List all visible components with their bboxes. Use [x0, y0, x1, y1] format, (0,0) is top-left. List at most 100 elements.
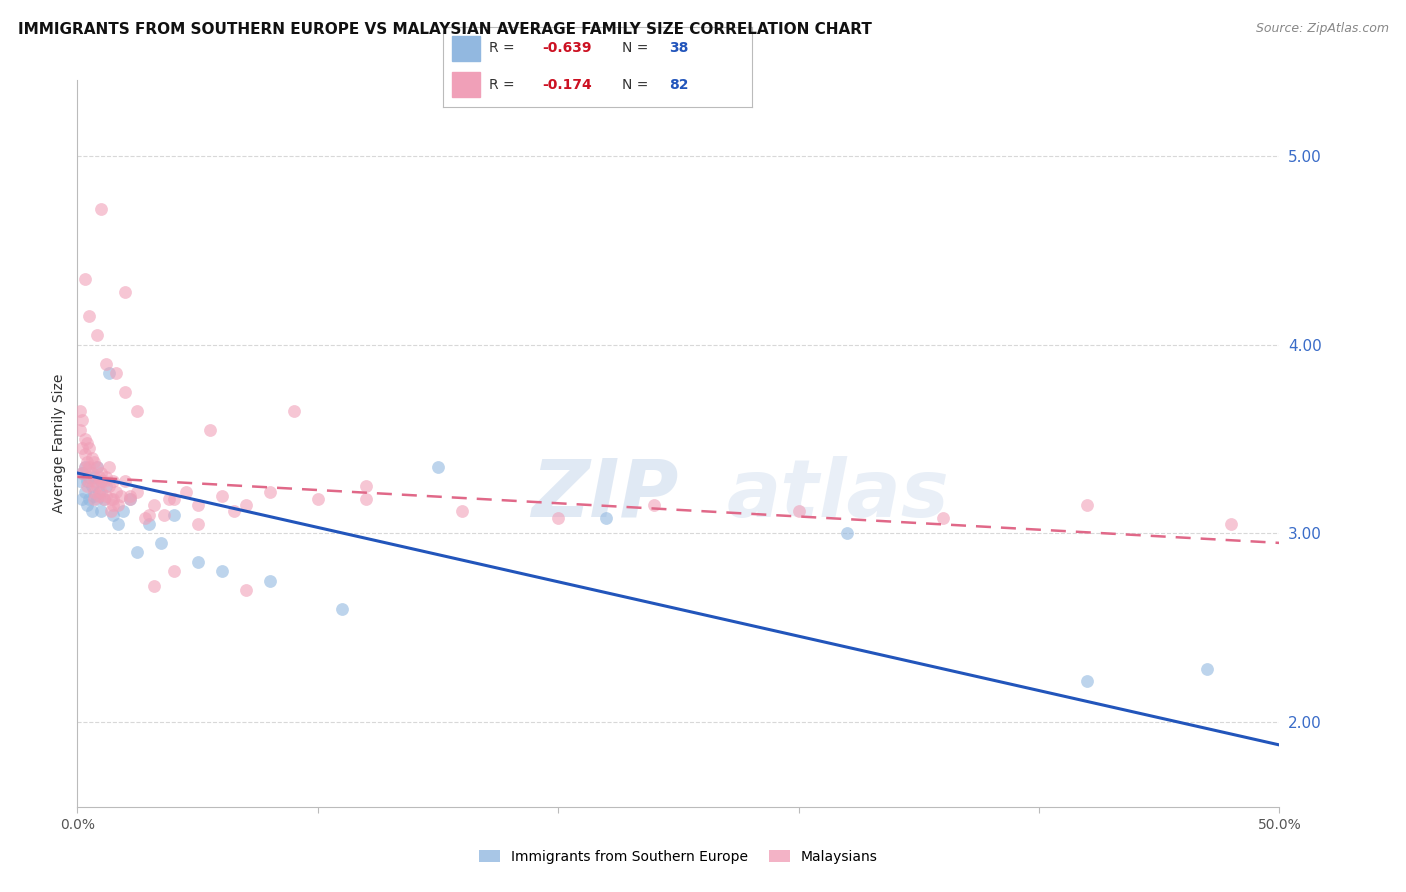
- Point: [100, 504, 122, 518]
- Point: [103, 498, 125, 512]
- Text: -0.639: -0.639: [541, 41, 592, 55]
- Point: [932, 511, 955, 525]
- Y-axis label: Average Family Size: Average Family Size: [52, 374, 66, 514]
- Point: [186, 516, 209, 531]
- Point: [96, 489, 118, 503]
- Point: [107, 516, 129, 531]
- Point: [153, 508, 176, 522]
- Point: [70, 413, 93, 427]
- Point: [595, 511, 617, 525]
- Point: [120, 489, 142, 503]
- Point: [97, 460, 120, 475]
- Point: [162, 564, 184, 578]
- Point: [259, 484, 281, 499]
- FancyBboxPatch shape: [453, 71, 479, 97]
- Point: [73, 271, 96, 285]
- Point: [143, 579, 166, 593]
- Legend: Immigrants from Southern Europe, Malaysians: Immigrants from Southern Europe, Malaysi…: [474, 844, 883, 870]
- Point: [354, 479, 377, 493]
- Point: [83, 470, 105, 484]
- Point: [90, 474, 112, 488]
- Point: [96, 357, 118, 371]
- Point: [83, 492, 105, 507]
- Point: [100, 492, 122, 507]
- Point: [87, 484, 110, 499]
- Point: [162, 492, 184, 507]
- Point: [80, 504, 103, 518]
- FancyBboxPatch shape: [453, 36, 479, 62]
- Point: [211, 489, 233, 503]
- Point: [150, 536, 173, 550]
- Point: [259, 574, 281, 588]
- Point: [835, 526, 858, 541]
- Point: [104, 484, 127, 499]
- Text: IMMIGRANTS FROM SOUTHERN EUROPE VS MALAYSIAN AVERAGE FAMILY SIZE CORRELATION CHA: IMMIGRANTS FROM SOUTHERN EUROPE VS MALAY…: [18, 22, 872, 37]
- Point: [235, 583, 257, 598]
- Point: [643, 498, 665, 512]
- Point: [73, 447, 96, 461]
- Point: [127, 545, 149, 559]
- Point: [90, 504, 112, 518]
- Point: [103, 508, 125, 522]
- Point: [90, 466, 112, 480]
- Point: [76, 435, 98, 450]
- Point: [97, 479, 120, 493]
- Point: [90, 202, 112, 216]
- Text: ZIP: ZIP: [531, 456, 679, 533]
- Point: [79, 460, 101, 475]
- Point: [79, 492, 101, 507]
- Point: [110, 489, 132, 503]
- Point: [79, 470, 101, 484]
- Point: [120, 492, 142, 507]
- Point: [186, 498, 209, 512]
- Point: [70, 492, 93, 507]
- Text: 38: 38: [669, 41, 688, 55]
- Point: [97, 366, 120, 380]
- Point: [451, 504, 474, 518]
- Point: [1076, 498, 1098, 512]
- Point: [211, 564, 233, 578]
- Point: [73, 484, 96, 499]
- Point: [107, 498, 129, 512]
- Point: [86, 460, 108, 475]
- Point: [70, 466, 93, 480]
- Point: [83, 474, 105, 488]
- Text: 82: 82: [669, 78, 688, 92]
- Point: [83, 455, 105, 469]
- Point: [127, 484, 149, 499]
- Point: [1197, 662, 1219, 676]
- Text: -0.174: -0.174: [541, 78, 592, 92]
- Point: [76, 498, 98, 512]
- Point: [76, 479, 98, 493]
- Point: [138, 516, 160, 531]
- Point: [87, 470, 110, 484]
- Point: [111, 504, 134, 518]
- Point: [76, 455, 98, 469]
- Point: [86, 460, 108, 475]
- Point: [330, 602, 353, 616]
- Point: [79, 310, 101, 324]
- Point: [307, 492, 329, 507]
- Point: [69, 423, 91, 437]
- Point: [73, 432, 96, 446]
- Point: [198, 423, 221, 437]
- Point: [90, 474, 112, 488]
- Point: [235, 498, 257, 512]
- Point: [96, 479, 118, 493]
- Point: [104, 366, 127, 380]
- Point: [222, 504, 245, 518]
- Point: [93, 492, 115, 507]
- Point: [354, 492, 377, 507]
- Point: [86, 492, 108, 507]
- Point: [69, 474, 91, 488]
- Point: [69, 403, 91, 417]
- Point: [283, 403, 305, 417]
- Point: [79, 474, 101, 488]
- Point: [80, 450, 103, 465]
- Point: [70, 466, 93, 480]
- Point: [93, 474, 115, 488]
- Point: [87, 489, 110, 503]
- Point: [186, 555, 209, 569]
- Point: [127, 403, 149, 417]
- Text: R =: R =: [489, 41, 519, 55]
